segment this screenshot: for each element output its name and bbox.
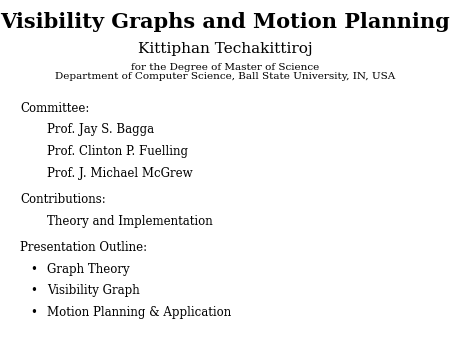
Text: Theory and Implementation: Theory and Implementation [47, 215, 213, 228]
Text: Prof. J. Michael McGrew: Prof. J. Michael McGrew [47, 167, 193, 180]
Text: Motion Planning & Application: Motion Planning & Application [47, 306, 231, 319]
Text: Prof. Jay S. Bagga: Prof. Jay S. Bagga [47, 123, 154, 136]
Text: Graph Theory: Graph Theory [47, 262, 130, 275]
Text: •: • [31, 262, 37, 275]
Text: Contributions:: Contributions: [20, 193, 106, 206]
Text: Visibility Graphs and Motion Planning: Visibility Graphs and Motion Planning [0, 12, 450, 32]
Text: •: • [31, 284, 37, 297]
Text: Visibility Graph: Visibility Graph [47, 284, 140, 297]
Text: Department of Computer Science, Ball State University, IN, USA: Department of Computer Science, Ball Sta… [55, 72, 395, 82]
Text: Prof. Clinton P. Fuelling: Prof. Clinton P. Fuelling [47, 145, 188, 158]
Text: for the Degree of Master of Science: for the Degree of Master of Science [131, 63, 319, 72]
Text: Committee:: Committee: [20, 102, 90, 114]
Text: Presentation Outline:: Presentation Outline: [20, 241, 148, 254]
Text: •: • [31, 306, 37, 319]
Text: Kittiphan Techakittiroj: Kittiphan Techakittiroj [138, 42, 312, 56]
